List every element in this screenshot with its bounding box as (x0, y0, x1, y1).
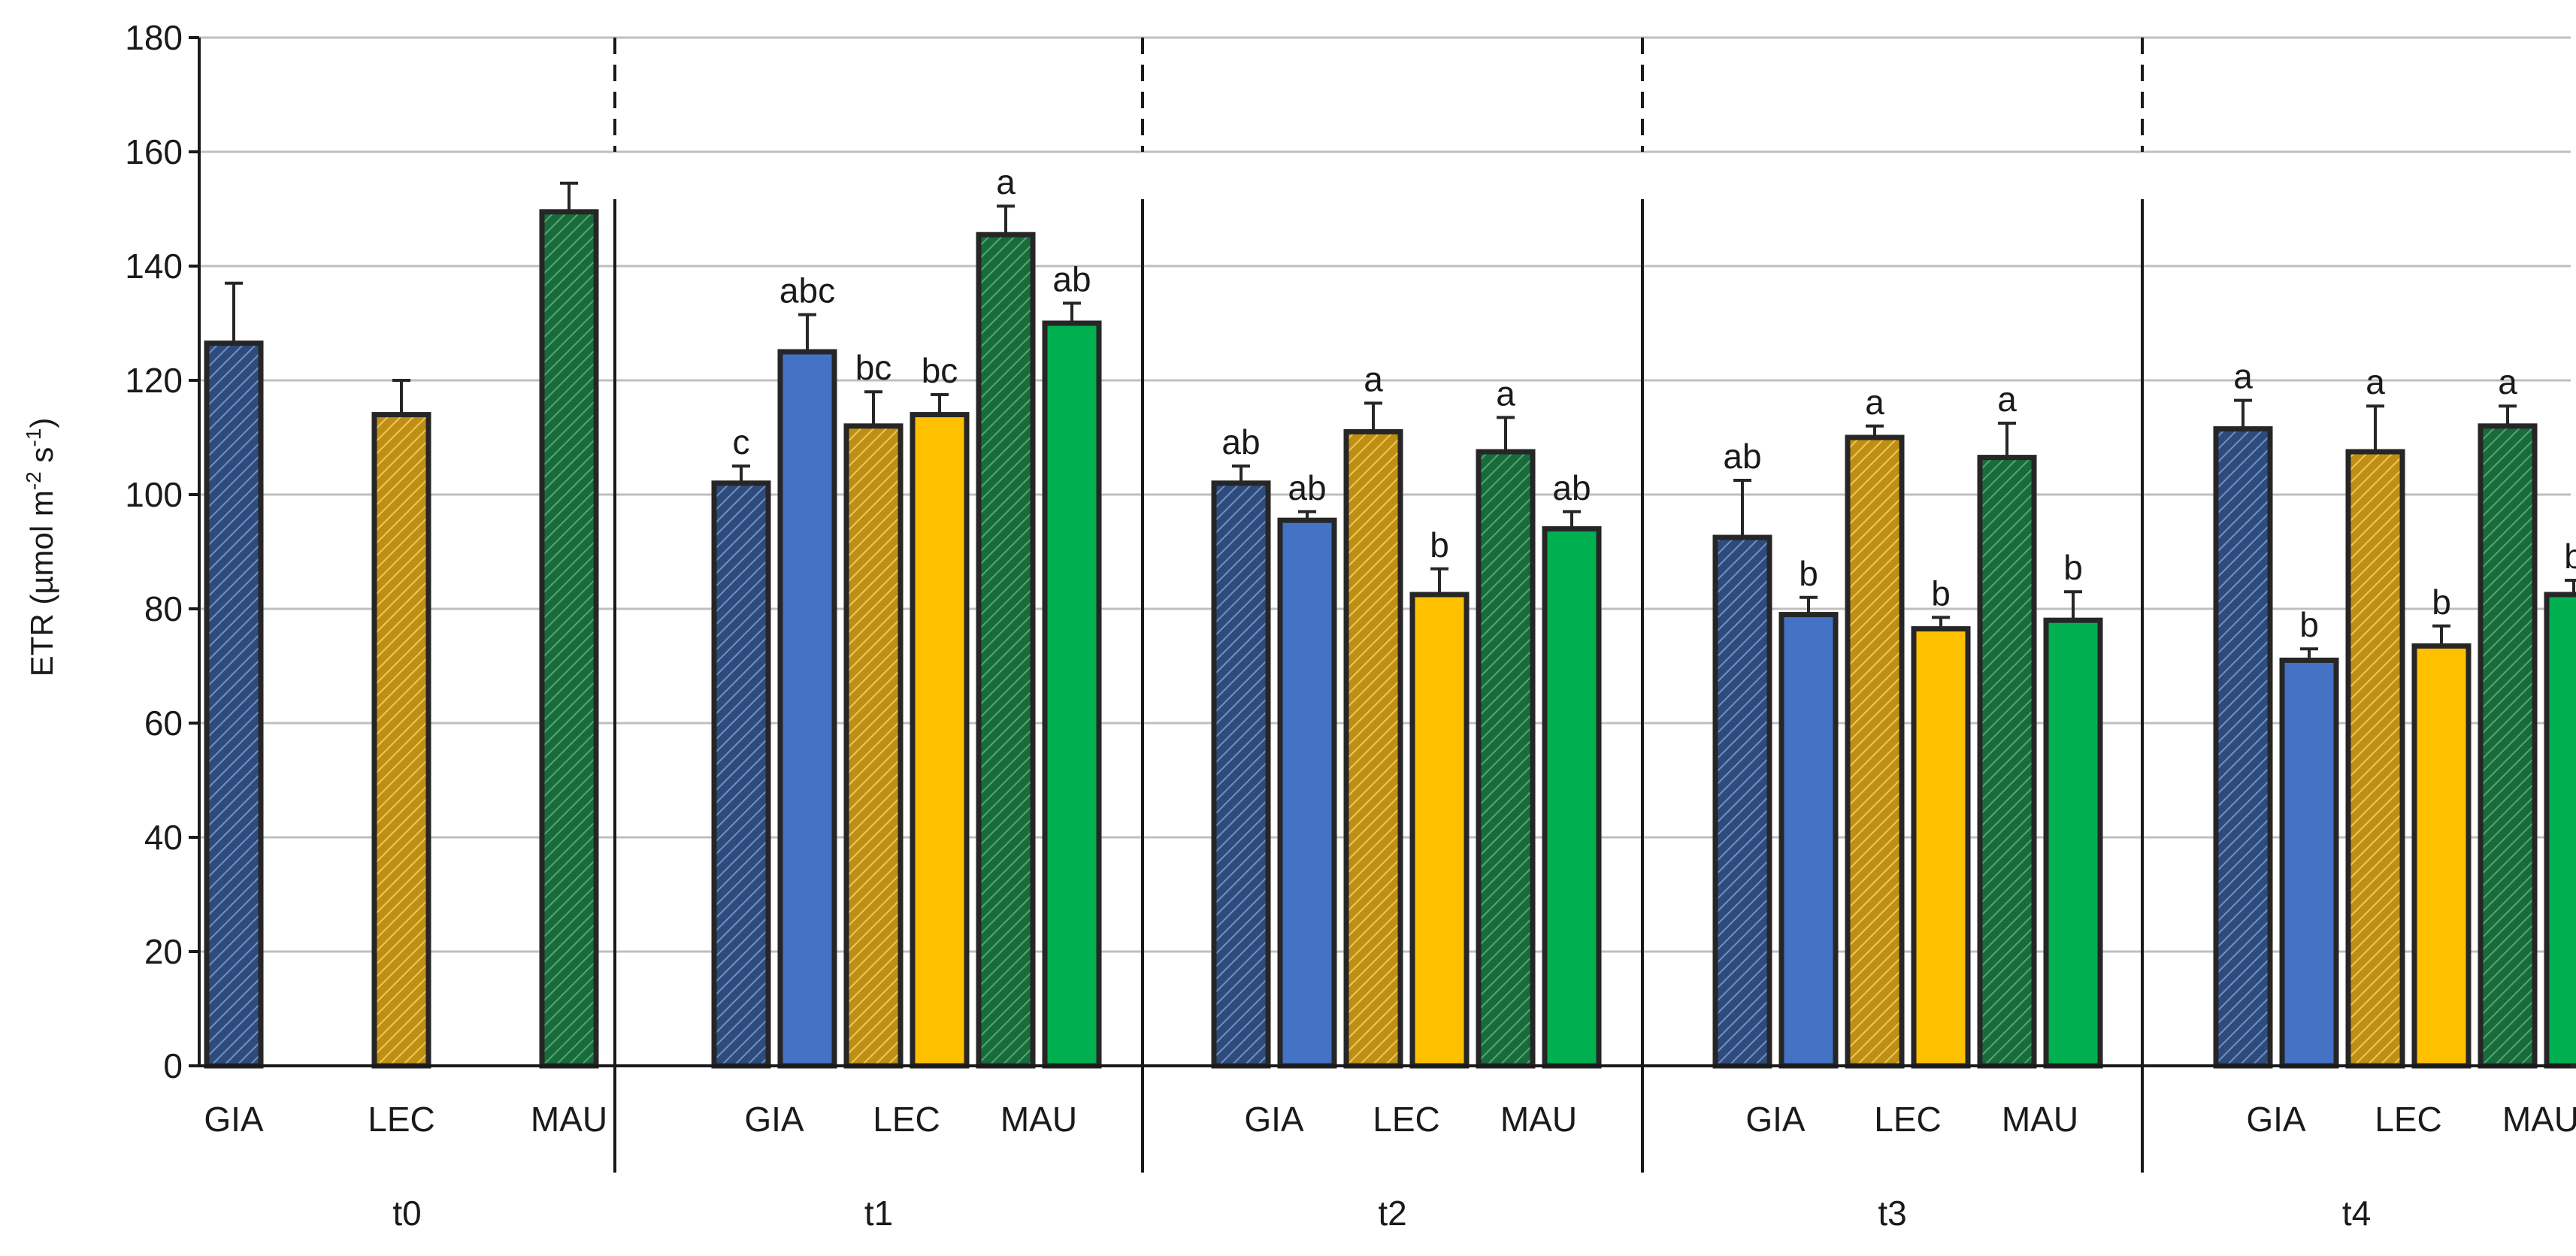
bar-t4-lec-hatched (2345, 449, 2405, 1069)
y-tick-label: 0 (163, 1046, 183, 1085)
bar-t1-lec-hatched (843, 423, 904, 1069)
bar-t3-mau-solid (2043, 617, 2103, 1069)
significance-letter: ab (1052, 259, 1091, 298)
period-label-t0: t0 (392, 1194, 421, 1233)
category-label: LEC (1373, 1100, 1439, 1139)
significance-letter: a (1496, 374, 1515, 413)
significance-letter: a (2498, 362, 2517, 401)
bar-t4-lec-solid (2411, 643, 2472, 1069)
category-label: LEC (368, 1100, 434, 1139)
significance-letter: b (2063, 548, 2083, 587)
category-label: MAU (1500, 1100, 1577, 1139)
bar-t2-gia-solid (1277, 517, 1337, 1069)
bar-t3-gia-solid (1778, 612, 1839, 1069)
period-label-t1: t1 (864, 1194, 893, 1233)
significance-letter: b (1931, 574, 1951, 613)
significance-letter: abc (779, 271, 835, 310)
y-tick-label: 160 (125, 132, 183, 171)
significance-letter: bc (855, 348, 892, 387)
category-label: LEC (1874, 1100, 1941, 1139)
category-label: GIA (1745, 1100, 1806, 1139)
significance-letter: b (2299, 605, 2319, 644)
significance-letter: a (1364, 359, 1383, 398)
category-label: GIA (1244, 1100, 1304, 1139)
y-tick-label: 140 (125, 247, 183, 286)
period-label-t4: t4 (2342, 1194, 2371, 1233)
category-label: GIA (2246, 1100, 2306, 1139)
y-tick-label: 180 (125, 18, 183, 57)
y-axis-title: ETR (µmol m-2 s-1) (22, 418, 59, 677)
significance-letter: a (2366, 362, 2385, 401)
y-tick-label: 120 (125, 361, 183, 400)
bars (204, 181, 2576, 1069)
bar-t3-lec-hatched (1845, 434, 1905, 1069)
bar-t2-mau-solid (1542, 526, 1602, 1069)
significance-letter: b (2564, 537, 2576, 576)
category-label: MAU (1000, 1100, 1077, 1139)
significance-letter: bc (922, 351, 958, 390)
significance-letter: a (1997, 380, 2017, 419)
significance-letter: b (2432, 583, 2451, 622)
y-tick-label: 100 (125, 475, 183, 514)
y-tick-label: 80 (144, 589, 183, 628)
significance-letter: a (996, 162, 1016, 201)
significance-letter: ab (1723, 437, 1761, 476)
bar-t1-lec-solid (910, 412, 970, 1069)
y-tick-label: 20 (144, 932, 183, 971)
category-label: LEC (873, 1100, 940, 1139)
category-label: LEC (2375, 1100, 2441, 1139)
significance-letter: ab (1288, 468, 1326, 507)
significance-letter: c (733, 422, 750, 462)
bar-t2-lec-solid (1409, 592, 1470, 1069)
significance-letter: b (1799, 554, 1818, 593)
bar-t1-mau-solid (1042, 320, 1102, 1069)
y-tick-label: 60 (144, 704, 183, 743)
significance-letter: a (2233, 357, 2253, 396)
category-label: MAU (531, 1100, 607, 1139)
bar-t4-gia-solid (2279, 657, 2339, 1069)
significance-letter: ab (1221, 422, 1260, 462)
bar-t4-mau-hatched (2478, 423, 2538, 1069)
bar-t3-mau-hatched (1977, 455, 2037, 1069)
bar-t1-gia-solid (777, 349, 837, 1069)
period-label-t3: t3 (1878, 1194, 1906, 1233)
bar-t1-gia-hatched (711, 480, 771, 1069)
period-dividers (613, 38, 2144, 1173)
significance-letter: a (1865, 383, 1884, 422)
category-label: GIA (744, 1100, 804, 1139)
period-label-t2: t2 (1378, 1194, 1406, 1233)
significance-letter: ab (1552, 468, 1591, 507)
significance-letter: b (1430, 525, 1449, 564)
axes (189, 36, 2571, 1067)
category-label: GIA (204, 1100, 264, 1139)
y-tick-label: 40 (144, 818, 183, 857)
bar-t0-gia-hatched (204, 340, 264, 1069)
bar-t0-mau-hatched (539, 209, 599, 1069)
category-label: MAU (2502, 1100, 2576, 1139)
category-label: MAU (2002, 1100, 2078, 1139)
bar-t3-lec-solid (1911, 626, 1971, 1069)
bar-t2-lec-hatched (1343, 428, 1403, 1069)
bar-t2-gia-hatched (1211, 480, 1271, 1069)
bar-t2-mau-hatched (1476, 449, 1536, 1069)
bar-t0-lec-hatched (371, 412, 431, 1069)
bar-t1-mau-hatched (976, 232, 1036, 1069)
bar-t4-gia-hatched (2213, 426, 2273, 1069)
bar-t4-mau-solid (2544, 592, 2576, 1069)
bar-t3-gia-hatched (1712, 534, 1772, 1069)
